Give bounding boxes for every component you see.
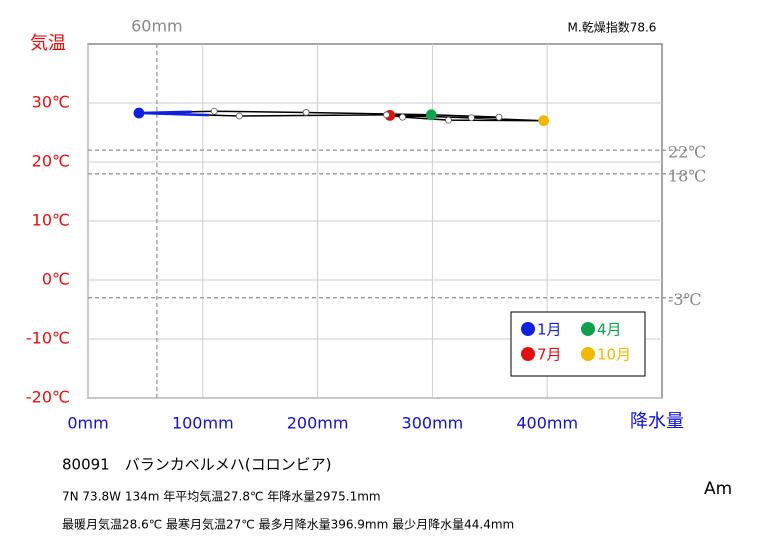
y-tick-label: 10℃ [32, 211, 70, 230]
reference-label: 60mm [131, 17, 183, 36]
legend-marker [581, 347, 595, 361]
month-point [383, 111, 390, 119]
station-name: 80091 バランカベルメハ(コロンビア) [62, 456, 331, 474]
month-point [133, 107, 145, 119]
highlight-segment [138, 111, 210, 117]
legend-label: 1月 [537, 321, 562, 339]
month-point [210, 107, 218, 115]
y-axis-title: 気温 [30, 33, 66, 54]
month-point [235, 112, 243, 120]
month-point [538, 115, 550, 127]
legend-box [510, 311, 646, 377]
month-point [445, 116, 452, 124]
index-label: M.乾燥指数78.6 [568, 20, 657, 35]
reference-label: -3℃ [668, 290, 701, 309]
month-point [425, 109, 437, 121]
reference-label: 18℃ [668, 166, 706, 185]
y-tick-label: -20℃ [26, 388, 70, 407]
month-point [468, 114, 475, 122]
legend-label: 10月 [597, 346, 631, 364]
x-tick-label: 400mm [516, 414, 578, 433]
info-line: 7N 73.8W 134m 年平均気温27.8℃ 年降水量2975.1mm [62, 489, 381, 504]
month-point [399, 113, 406, 121]
legend-marker [581, 322, 595, 336]
x-tick-label: 200mm [287, 414, 349, 433]
legend-marker [521, 322, 535, 336]
y-tick-label: 0℃ [42, 270, 70, 289]
legend-label: 4月 [597, 321, 622, 339]
month-point [495, 113, 503, 121]
y-tick-label: 30℃ [32, 93, 70, 112]
month-point [302, 109, 310, 116]
x-axis-title: 降水量 [630, 411, 684, 432]
x-tick-label: 0mm [67, 414, 108, 433]
info-line: 最暖月気温28.6℃ 最寒月気温27℃ 最多月降水量396.9mm 最少月降水量… [62, 517, 514, 532]
x-tick-label: 100mm [172, 414, 234, 433]
x-tick-label: 300mm [402, 414, 464, 433]
legend-label: 7月 [537, 346, 562, 364]
reference-label: 22℃ [668, 143, 706, 162]
legend-marker [521, 347, 535, 361]
y-tick-label: 20℃ [32, 152, 70, 171]
climate-class: Am [704, 479, 732, 499]
y-tick-label: -10℃ [26, 329, 70, 348]
